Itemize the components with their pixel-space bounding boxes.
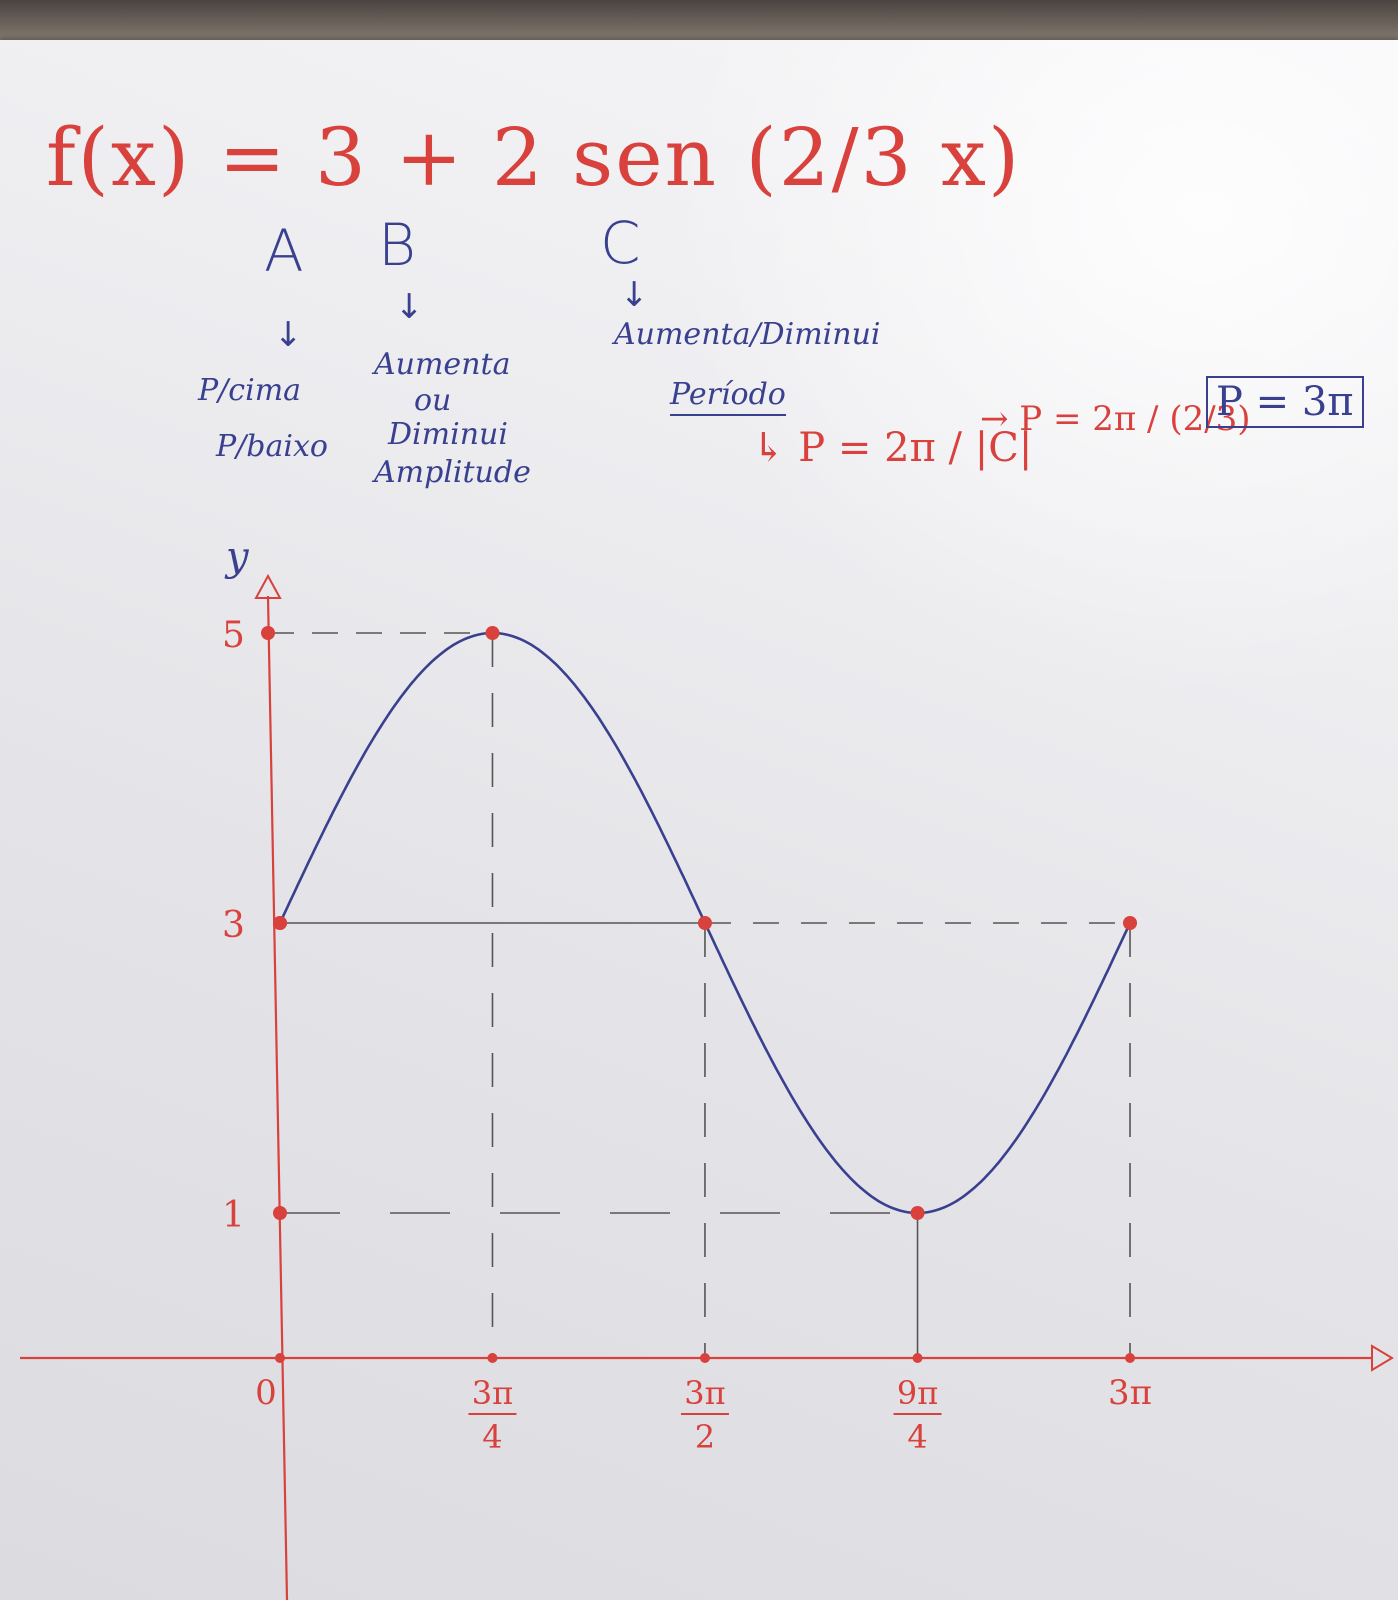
arrow-a-icon: ↓: [274, 315, 303, 355]
function-formula: f(x) = 3 + 2 sen (2/3 x): [46, 111, 1022, 204]
y-tick-label: 1: [222, 1195, 245, 1236]
note-c-period: Período: [670, 380, 786, 416]
coef-c-label: C: [600, 209, 641, 277]
note-b-line1: Aumenta: [374, 347, 511, 382]
x-tick-label-denominator: 2: [695, 1418, 715, 1456]
x-tick-dot: [275, 1353, 285, 1363]
chart-axes: [20, 573, 1394, 1600]
y-tick-label: 5: [222, 615, 245, 656]
note-b-line2: ou: [414, 383, 452, 418]
arrow-b-icon: ↓: [395, 287, 424, 327]
y-axis-label: y: [224, 534, 250, 580]
y-tick-dot: [273, 916, 287, 930]
note-b-line4: Amplitude: [374, 455, 531, 490]
x-tick-label: 3π: [1108, 1373, 1152, 1413]
x-tick-dot: [1125, 1353, 1136, 1363]
period-step: → P = 2π / (2/3): [980, 399, 1251, 439]
x-tick-dot: [487, 1353, 498, 1363]
coef-a-label: A: [264, 217, 304, 285]
y-axis: [266, 595, 289, 1600]
key-point: [1123, 916, 1138, 930]
key-point: [485, 626, 500, 640]
desk-background: [0, 0, 1398, 46]
x-tick-label-denominator: 4: [907, 1418, 927, 1456]
y-axis-arrow-icon: [254, 573, 282, 599]
x-tick-label-denominator: 4: [482, 1418, 502, 1456]
x-tick-label-numerator: 3π: [684, 1374, 725, 1412]
x-tick-dot: [912, 1353, 923, 1363]
key-point: [910, 1206, 925, 1220]
y-tick-dot: [261, 626, 275, 640]
note-c-line1: Aumenta/Diminui: [614, 317, 881, 352]
x-tick-label: 0: [255, 1373, 277, 1413]
arrow-c-icon: ↓: [620, 275, 649, 315]
chart-points: [261, 626, 1138, 1363]
y-tick-label: 3: [222, 905, 245, 946]
coef-b-label: B: [378, 211, 416, 279]
period-result-box: P = 3π: [1206, 376, 1364, 428]
note-a-up: P/cima: [198, 373, 302, 408]
x-tick-label-numerator: 9π: [897, 1374, 938, 1412]
x-axis-arrow-icon: [1371, 1344, 1394, 1372]
chart-labels: y 1 3 5 0 3π 4 3π 2 9π 4 3π: [222, 534, 1152, 1456]
key-point: [697, 916, 712, 930]
x-tick-label-numerator: 3π: [472, 1374, 513, 1412]
period-formula: ↳ P = 2π / |C|: [752, 425, 1033, 471]
note-a-down: P/baixo: [216, 429, 328, 464]
chart-guides: [268, 632, 1131, 1358]
y-tick-dot: [273, 1206, 287, 1220]
x-tick-dot: [699, 1353, 710, 1363]
note-b-line3: Diminui: [388, 417, 508, 452]
